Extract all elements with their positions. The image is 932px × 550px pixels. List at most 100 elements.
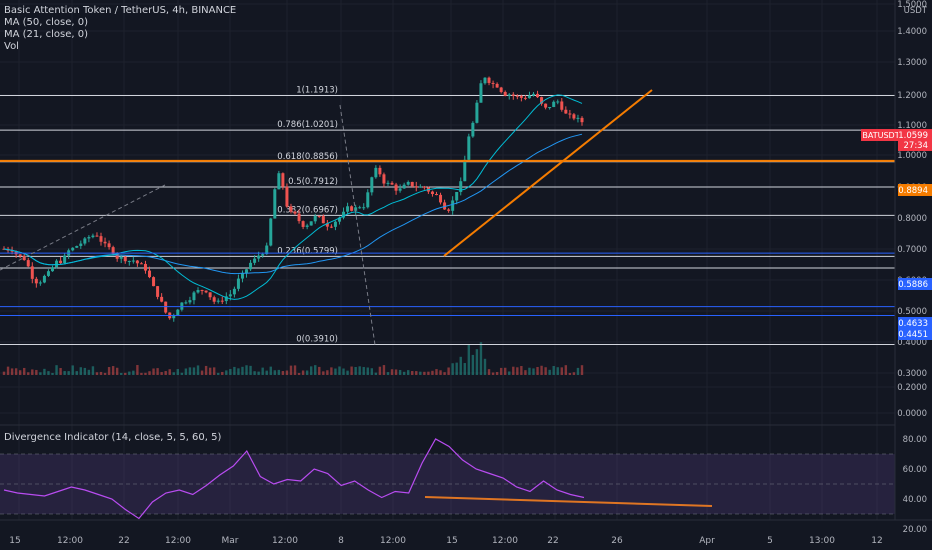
volume-bar [439,370,442,375]
candle-body [249,262,253,270]
candle-body [491,82,495,84]
volume-bar [39,372,42,375]
volume-bar [512,366,515,375]
volume-bar [499,367,503,375]
oscillator-legend[interactable]: Divergence Indicator (14, close, 5, 5, 6… [4,432,222,443]
candle-body [10,250,14,252]
volume-bar [455,362,458,375]
candle-body [342,211,346,218]
volume-bar [124,372,127,375]
price-tick-label: 1.5000 [897,0,927,10]
candle-body [329,226,333,228]
volume-bar [415,371,418,375]
volume-bar [540,365,543,375]
candle-body [160,296,164,302]
level-badge [898,328,932,340]
price-tick-label: 1.0000 [897,151,927,161]
volume-bar [544,367,547,375]
volume-bar [390,369,394,375]
candle-body [285,186,289,207]
time-tick-label: 12:00 [380,536,406,546]
volume-bar [524,370,527,375]
volume-bar [516,367,519,375]
volume-bar [257,371,260,375]
level-badge-value: 0.8894 [898,186,928,196]
candle-body [139,263,143,265]
candle-body [406,181,410,185]
candle-body [418,186,422,188]
volume-bar [47,371,50,375]
price-tick-label: 1.1000 [897,121,927,131]
volume-bar [23,367,26,375]
volume-bar [115,367,119,375]
ma50-legend[interactable]: MA (50, close, 0) [4,17,89,28]
candle-body [63,255,67,264]
volume-bar [200,370,204,375]
volume-bar [245,365,248,375]
volume-bar [31,369,34,375]
candle-body [552,101,556,107]
candle-body [317,215,321,217]
candle-body [568,113,572,115]
volume-bar [362,367,365,375]
time-tick-label: 12:00 [57,536,83,546]
volume-bar [71,365,74,375]
level-badge [898,184,932,196]
candle-body [451,200,455,211]
fib-level-label: 0.382(0.6967) [277,205,338,215]
volume-bar [249,365,252,375]
candle-body [540,97,544,104]
volume-legend[interactable]: Vol [4,41,19,52]
volume-bar [520,366,523,375]
candle-body [410,181,414,187]
fib-level-label: 0.786(1.0201) [277,120,338,130]
volume-bar [148,371,151,375]
volume-bar [402,371,406,375]
candle-body [55,260,59,268]
volume-bar [132,370,135,375]
candle-body [487,77,491,83]
candle-body [463,159,467,182]
volume-bar [253,371,256,375]
volume-bar [504,367,507,375]
candle-body [172,315,176,319]
volume-bar [99,371,103,375]
candle-body [277,173,281,190]
time-axis[interactable]: 15 12:00 22 12:00 Mar 12:00 8 12:00 15 12:00 22 26 A… [0,519,932,546]
candle-body [556,101,560,103]
symbol-title[interactable]: Basic Attention Token / TetherUS, 4h, BI… [4,5,237,16]
candle-body [236,278,240,289]
volume-bar [447,367,450,375]
candle-body [321,216,325,224]
candle-body [71,247,75,251]
divergence-indicator-pane [0,438,895,520]
volume-bar [301,370,305,375]
candle-body [467,136,471,160]
fib-retracement[interactable]: 1(1.1913) 0.786(1.0201) 0.618(0.8856) 0.5(0… [0,86,895,345]
volume-bar [411,370,414,375]
candle-body [143,263,147,271]
volume-bar [423,371,426,375]
volume-bar [229,368,232,375]
volume-bar [572,372,576,375]
volume-bar [91,366,95,375]
price-axis[interactable]: 1.50001.40001.30001.20001.10001.00000.90… [861,0,932,535]
drawings[interactable] [0,89,895,507]
ma21-legend[interactable]: MA (21, close, 0) [4,29,89,40]
volume-bar [342,368,345,375]
rsi-divergence-line [424,496,713,507]
candle-body [564,109,568,114]
volume-bar [111,366,115,375]
volume-bar [576,367,580,375]
volume-bar [580,365,584,375]
candle-body [87,237,91,239]
volume-bar [431,370,434,375]
candle-body [309,221,313,226]
osc-line [3,438,585,520]
volume-bar [18,370,22,375]
time-tick-label: 12:00 [492,536,518,546]
volume-bar [289,365,293,375]
candle-body [398,188,402,191]
time-tick-label: Mar [222,536,239,546]
